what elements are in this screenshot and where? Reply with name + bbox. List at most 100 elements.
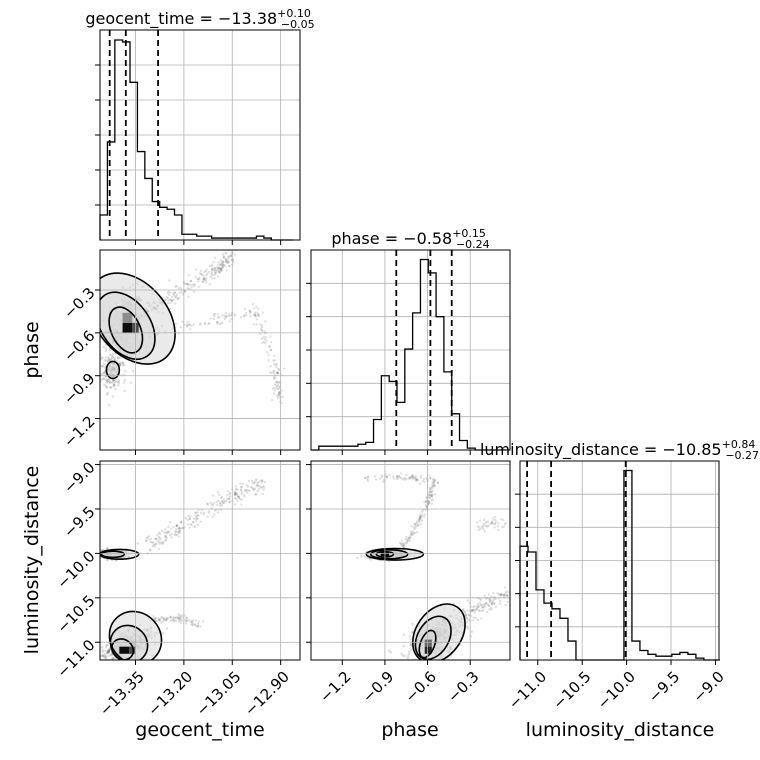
sample-point <box>490 601 494 605</box>
sample-point <box>406 539 409 543</box>
sample-point <box>381 480 385 483</box>
sample-point <box>252 481 256 484</box>
sample-point <box>408 536 411 540</box>
sample-point <box>224 259 228 263</box>
sample-point <box>465 620 469 624</box>
sample-point <box>385 475 389 478</box>
sample-point <box>167 293 171 297</box>
sample-point <box>366 475 369 479</box>
sample-point <box>206 272 209 275</box>
sample-point <box>387 649 391 652</box>
sample-point <box>256 307 260 310</box>
sample-point <box>481 609 485 612</box>
sample-point <box>461 608 465 612</box>
sample-point <box>156 534 159 537</box>
sample-point <box>154 616 158 620</box>
sample-point <box>493 526 496 529</box>
y-tick-label: −1.2 <box>60 412 98 450</box>
sample-point <box>228 320 231 323</box>
sample-point <box>282 367 286 371</box>
sample-point <box>199 272 203 276</box>
sample-point <box>225 269 228 272</box>
sample-point <box>436 481 440 485</box>
sample-point <box>236 499 239 502</box>
sample-point <box>481 605 484 609</box>
sample-point <box>153 617 156 620</box>
sample-point <box>400 539 404 542</box>
sample-point <box>183 290 187 293</box>
sample-point <box>177 530 180 534</box>
sample-point <box>213 277 216 280</box>
sample-point <box>395 477 399 481</box>
sample-point <box>174 295 177 299</box>
sample-point <box>276 381 279 385</box>
sample-point <box>100 654 103 658</box>
sample-point <box>431 498 435 502</box>
sample-point <box>429 494 432 497</box>
sample-point <box>172 298 175 301</box>
sample-point <box>216 264 219 267</box>
sample-point <box>212 502 216 505</box>
sample-point <box>254 314 257 318</box>
sample-point <box>186 283 190 286</box>
title-sub: −0.24 <box>456 238 490 251</box>
sample-point <box>224 251 227 255</box>
sample-point <box>504 592 507 595</box>
sample-point <box>255 483 258 486</box>
title-sup: +0.15 <box>452 227 486 240</box>
sample-point <box>222 314 226 317</box>
sample-point <box>218 493 221 497</box>
sample-point <box>504 521 507 525</box>
sample-point <box>489 522 493 525</box>
sample-point <box>373 475 377 478</box>
sample-point <box>157 541 161 544</box>
sample-point <box>204 279 208 282</box>
sample-point <box>197 624 200 628</box>
sample-point <box>102 377 105 380</box>
sample-point <box>168 279 171 282</box>
sample-point <box>414 525 418 528</box>
sample-point <box>463 612 467 615</box>
sample-point <box>199 511 203 515</box>
sample-point <box>505 594 509 597</box>
sample-point <box>380 474 383 477</box>
sample-point <box>369 557 373 561</box>
sample-point <box>122 381 126 384</box>
sample-point <box>430 495 434 499</box>
sample-point <box>412 476 415 479</box>
sample-point <box>410 474 414 478</box>
sample-point <box>105 378 109 381</box>
sample-point <box>149 549 152 552</box>
sample-point <box>220 314 224 317</box>
sample-point <box>506 600 509 604</box>
sample-point <box>430 490 433 493</box>
sample-point <box>406 655 410 658</box>
title-main: phase = −0.58 <box>331 229 452 248</box>
sample-point <box>502 518 505 522</box>
sample-point <box>403 476 407 480</box>
sample-point <box>104 649 107 653</box>
sample-point <box>227 257 230 261</box>
sample-point <box>107 650 110 653</box>
sample-point <box>104 349 108 353</box>
sample-point <box>428 488 432 492</box>
histogram-phase <box>311 258 507 451</box>
sample-point <box>246 485 250 488</box>
sample-point <box>162 617 166 620</box>
sample-point <box>218 270 222 273</box>
sample-point <box>178 614 181 617</box>
sample-point <box>108 348 112 352</box>
sample-point <box>112 657 116 660</box>
sample-point <box>202 511 205 514</box>
sample-point <box>114 662 117 665</box>
sample-point <box>196 511 199 514</box>
sample-point <box>416 524 420 527</box>
sample-point <box>204 270 207 273</box>
sample-point <box>406 537 410 540</box>
sample-point <box>191 521 195 524</box>
sample-point <box>104 356 108 359</box>
sample-point <box>105 385 109 389</box>
sample-point <box>483 605 487 608</box>
sample-point <box>262 340 266 344</box>
sample-point <box>406 657 410 660</box>
